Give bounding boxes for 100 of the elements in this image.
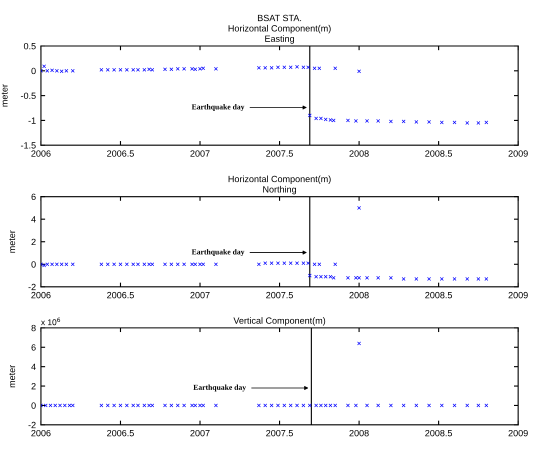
point xyxy=(70,262,75,266)
point xyxy=(484,277,488,281)
x-tick-label: 2007 xyxy=(190,150,210,157)
point xyxy=(465,120,470,125)
point xyxy=(176,262,180,266)
x-tick-label: 2008 xyxy=(350,150,369,157)
point xyxy=(70,68,75,73)
y-tick-label: 6 xyxy=(32,194,36,200)
point xyxy=(106,262,110,266)
point xyxy=(414,120,418,124)
point xyxy=(476,120,480,125)
point xyxy=(276,261,280,266)
point xyxy=(190,66,194,71)
x-tick-label: 2006.5 xyxy=(107,430,134,436)
point xyxy=(150,68,154,72)
point xyxy=(357,206,361,210)
point xyxy=(332,118,336,122)
point xyxy=(201,262,206,266)
point xyxy=(365,119,369,123)
y-tick-label: 2 xyxy=(32,238,36,246)
point xyxy=(263,66,268,70)
point xyxy=(295,261,299,266)
point xyxy=(176,66,180,71)
point xyxy=(182,66,186,71)
point xyxy=(440,120,444,124)
x-tick-label: 2007 xyxy=(190,430,210,436)
x-tick-label: 2007 xyxy=(190,292,210,298)
point xyxy=(333,66,338,70)
x-tick-label: 2008.5 xyxy=(425,430,452,436)
point xyxy=(112,68,116,72)
x-tick-label: 2008 xyxy=(350,292,369,298)
point xyxy=(414,277,418,281)
y-tick-label: -0.5 xyxy=(20,92,36,99)
point xyxy=(346,276,350,280)
x-tick-label: 2008.5 xyxy=(425,292,452,298)
point xyxy=(484,120,488,124)
point xyxy=(388,120,393,124)
x-tick-label: 2009 xyxy=(508,150,528,157)
point xyxy=(214,262,218,266)
point xyxy=(288,261,293,266)
point xyxy=(308,274,312,278)
point xyxy=(150,262,154,266)
point xyxy=(332,276,336,280)
point xyxy=(169,262,174,266)
chart-title: BSAT STA. Horizontal Component(m) Easting xyxy=(228,14,331,44)
y-axis-title: meter xyxy=(9,364,16,388)
point xyxy=(42,264,46,268)
x-tick-label: 2009 xyxy=(508,430,528,436)
y-tick-label: 8 xyxy=(31,324,36,332)
point xyxy=(106,68,110,72)
point xyxy=(354,276,358,280)
x-tick-label: 2006 xyxy=(31,150,51,157)
y-axis-title: meter xyxy=(2,84,8,107)
point xyxy=(201,66,206,70)
x-tick-label: 2009 xyxy=(508,292,528,298)
y-tick-label: 2 xyxy=(32,383,36,390)
x-tick-label: 2006.5 xyxy=(107,292,134,298)
point xyxy=(263,261,268,266)
point xyxy=(452,120,456,124)
point xyxy=(270,66,274,70)
y-tick-label: 6 xyxy=(32,344,36,351)
y-tick-label: 4 xyxy=(31,216,36,222)
point xyxy=(118,68,122,72)
point xyxy=(427,120,431,124)
point xyxy=(118,262,122,266)
point xyxy=(376,276,380,280)
point xyxy=(124,68,129,72)
chart-title: Vertical Component(m) xyxy=(233,317,326,326)
y-tick-label: 0 xyxy=(31,261,36,268)
y-axis-title: meter xyxy=(9,230,16,253)
point xyxy=(99,68,104,72)
point xyxy=(270,261,274,266)
point xyxy=(357,276,361,280)
point xyxy=(365,276,369,280)
text: x 10$^{6}$ xyxy=(41,318,60,326)
point xyxy=(42,64,46,68)
point xyxy=(388,276,393,280)
x-tick-label: 2006 xyxy=(31,292,51,298)
point xyxy=(169,67,174,72)
point xyxy=(99,262,104,266)
x-tick-label: 2007.5 xyxy=(266,292,293,298)
y-tick-label: -1.5 xyxy=(20,142,36,149)
x-tick-label: 2007.5 xyxy=(266,150,293,157)
point xyxy=(357,69,361,74)
y-tick-label: 0.5 xyxy=(24,42,36,50)
point xyxy=(440,277,444,281)
point xyxy=(163,67,167,72)
point xyxy=(308,114,312,118)
point xyxy=(282,261,286,266)
point xyxy=(376,119,380,123)
chart-title: Horizontal Component(m) Northing xyxy=(228,176,331,194)
point xyxy=(402,120,406,124)
y-tick-label: -2 xyxy=(28,284,36,290)
point xyxy=(465,277,470,281)
point xyxy=(427,277,431,281)
x-tick-label: 2008.5 xyxy=(425,150,452,157)
y-tick-label: 0 xyxy=(31,402,36,409)
point xyxy=(402,277,406,281)
y-tick-label: -2 xyxy=(28,422,36,428)
point xyxy=(452,277,456,281)
